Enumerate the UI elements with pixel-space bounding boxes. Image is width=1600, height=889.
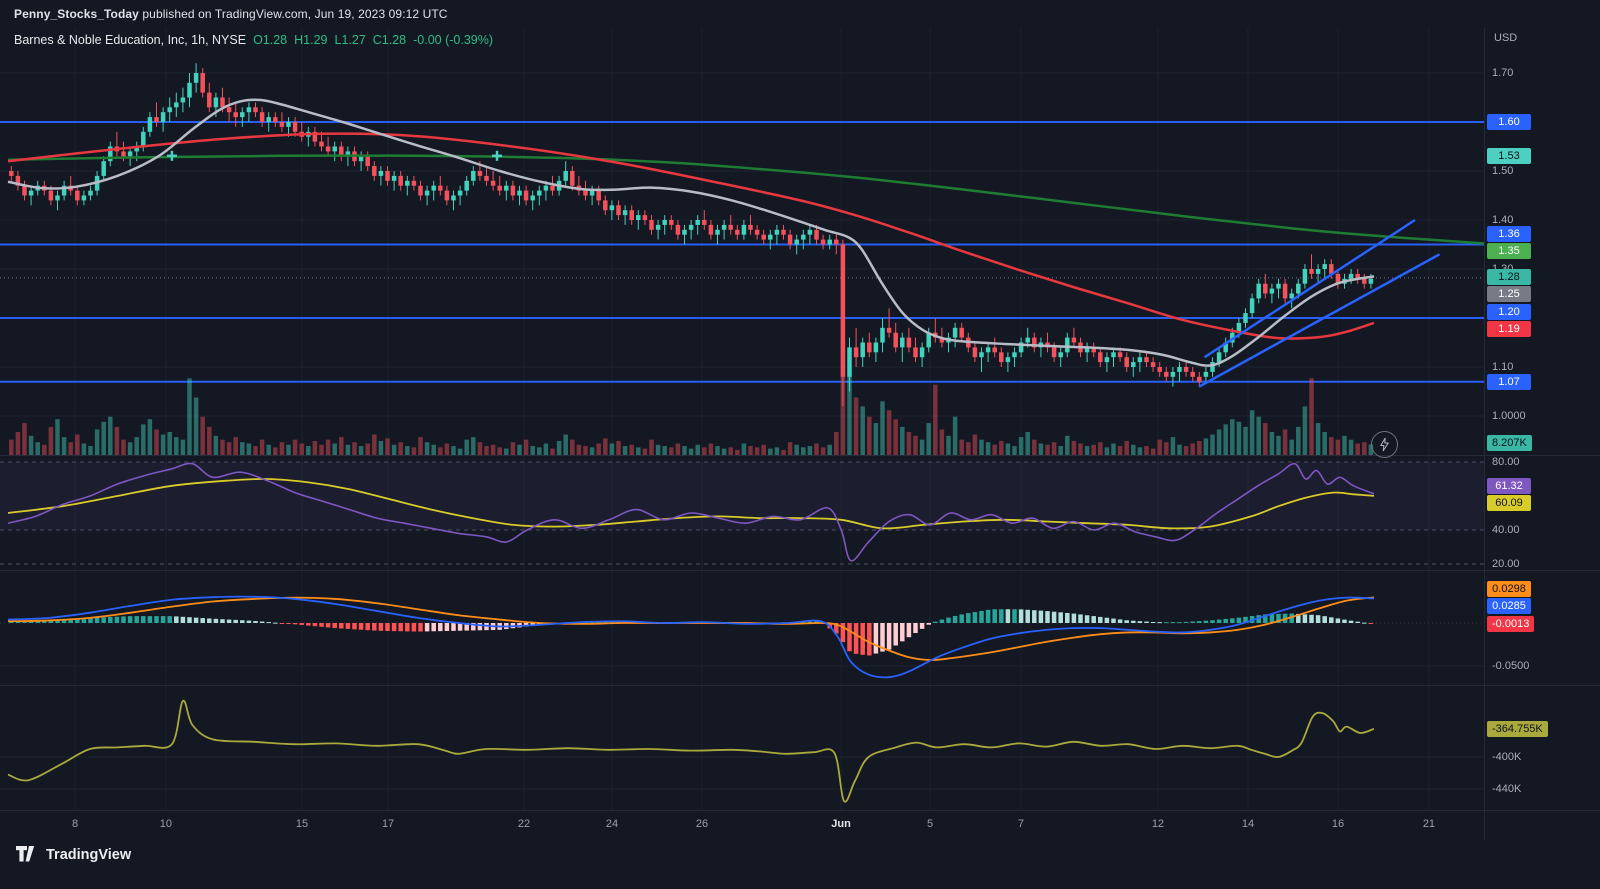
time-axis-label: 17 — [381, 818, 395, 830]
rsi-axis-label: 20.00 — [1492, 558, 1520, 570]
price-axis-label: 1.70 — [1492, 67, 1514, 79]
time-axis-label: 21 — [1422, 818, 1436, 830]
time-axis-label: 24 — [605, 818, 619, 830]
tradingview-logo-icon[interactable] — [16, 846, 38, 863]
time-axis-label: 8 — [71, 818, 79, 830]
indicator-lines-layer — [7, 462, 1375, 803]
ohlc-high: H1.29 — [294, 33, 328, 47]
time-axis-label: 5 — [926, 818, 934, 830]
axis-value-badge: 60.09 — [1487, 495, 1531, 512]
cvd-axis-label: -400K — [1492, 751, 1522, 763]
time-axis-label: 16 — [1331, 818, 1345, 830]
rsi-axis-label: 40.00 — [1492, 524, 1520, 536]
time-axis-label: 7 — [1017, 818, 1025, 830]
price-axis-label: 1.40 — [1492, 214, 1514, 226]
time-axis-label: 15 — [295, 818, 309, 830]
ohlc-open: O1.28 — [253, 33, 288, 47]
price-axis-label: 1.10 — [1492, 361, 1514, 373]
footer: TradingView — [16, 846, 131, 863]
axis-value-badge: 1.36 — [1487, 225, 1531, 242]
trendlines-layer — [1198, 218, 1441, 388]
axis-value-badge: 1.35 — [1487, 242, 1531, 259]
currency-label: USD — [1494, 32, 1518, 44]
time-axis[interactable] — [0, 810, 1484, 842]
grid-layer — [0, 28, 1484, 810]
axis-value-badge: 0.0285 — [1487, 598, 1531, 615]
macd-axis-label: -0.0500 — [1492, 660, 1530, 672]
price-axis-label: 1.0000 — [1492, 410, 1526, 422]
axis-value-badge: 1.25 — [1487, 286, 1531, 303]
axis-value-badge: 1.60 — [1487, 114, 1531, 130]
markers-layer — [166, 150, 503, 161]
axis-value-badge: 1.53 — [1487, 147, 1531, 164]
time-axis-label: 26 — [695, 818, 709, 830]
tradingview-brand[interactable]: TradingView — [46, 846, 132, 863]
axis-value-badge: 1.28 — [1487, 269, 1531, 286]
volume-layer — [9, 340, 1374, 455]
ohlc-close: C1.28 — [372, 33, 407, 47]
time-axis-label: 22 — [517, 818, 531, 830]
axis-value-badge: -364.755K — [1487, 720, 1548, 737]
rsi-axis-label: 80.00 — [1492, 456, 1520, 468]
cvd-axis-label: -440K — [1492, 783, 1522, 795]
publisher-name: Penny_Stocks_Today — [14, 7, 139, 21]
symbol-title: Barnes & Noble Education, Inc, 1h, NYSE — [14, 33, 247, 47]
time-axis-label: 14 — [1241, 818, 1255, 830]
panel-dividers — [0, 28, 1600, 840]
time-axis-label: 10 — [159, 818, 173, 830]
axis-value-badge: -0.0013 — [1487, 616, 1535, 633]
ohlc-low: L1.27 — [334, 33, 366, 47]
price-axis-label: 1.50 — [1492, 165, 1514, 177]
axis-value-badge: 1.07 — [1487, 373, 1531, 390]
price-change: -0.00 (-0.39%) — [413, 33, 494, 47]
time-axis-label: Jun — [831, 818, 851, 830]
axis-value-badge: 1.20 — [1487, 303, 1531, 320]
chart-legend: Barnes & Noble Education, Inc, 1h, NYSE O… — [14, 33, 493, 47]
moving-averages-layer — [7, 98, 1485, 367]
axis-value-badge: 1.19 — [1487, 320, 1531, 337]
axis-value-badge: 8.207K — [1487, 435, 1532, 451]
axis-value-badge: 61.32 — [1487, 478, 1531, 495]
publish-bar: Penny_Stocks_Today published on TradingV… — [14, 7, 448, 21]
support-resistance-layer — [0, 121, 1484, 383]
flash-button[interactable] — [1371, 431, 1398, 458]
lightning-icon — [1380, 437, 1389, 452]
axis-value-badge: 0.0298 — [1487, 581, 1531, 598]
time-axis-label: 12 — [1151, 818, 1165, 830]
publish-text: published on TradingView.com, Jun 19, 20… — [138, 7, 448, 21]
